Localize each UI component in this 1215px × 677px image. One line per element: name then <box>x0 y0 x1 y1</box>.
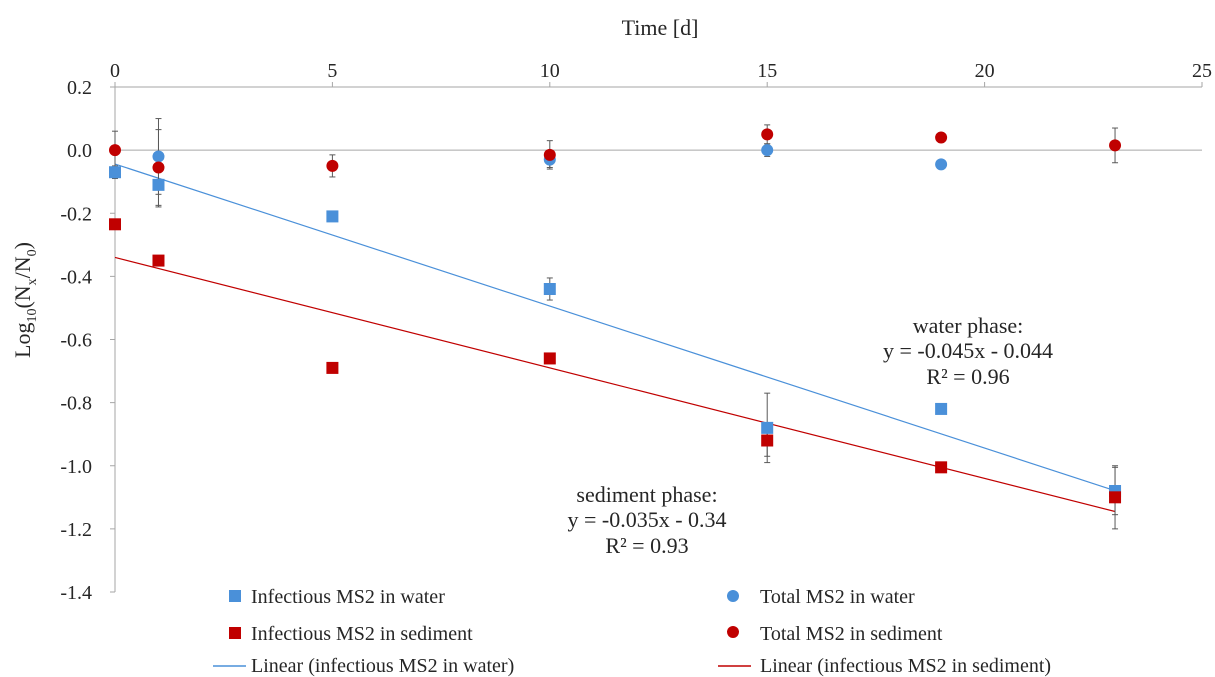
data-point-square-2 <box>935 461 948 474</box>
y-title-part: ) <box>10 242 35 249</box>
data-points <box>109 128 1122 504</box>
data-point-circle-3 <box>326 159 339 172</box>
y-tick-label: 0.0 <box>67 140 92 162</box>
data-point-square-0 <box>761 421 774 434</box>
y-tick-label: -1.2 <box>60 519 92 541</box>
data-point-circle-3 <box>1109 139 1122 152</box>
y-tick-label: 0.2 <box>67 77 92 99</box>
trendline-sediment <box>114 256 1116 513</box>
x-tick-label: 5 <box>327 60 337 82</box>
data-point-square-2 <box>152 254 165 267</box>
y-tick-label: -0.8 <box>60 393 92 415</box>
y-title-subscript: x <box>25 278 40 285</box>
data-point-square-2 <box>1109 491 1122 504</box>
data-point-square-2 <box>543 352 556 365</box>
sediment-annotation-line: sediment phase: <box>576 482 717 507</box>
data-point-square-2 <box>761 434 774 447</box>
x-tick-labels: 0 5 10 15 20 25 <box>110 60 1212 82</box>
x-tick-label: 10 <box>540 60 560 82</box>
legend-marker-total-sediment <box>727 626 739 638</box>
data-point-square-0 <box>935 402 948 415</box>
data-point-circle-3 <box>109 144 121 157</box>
data-point-circle-1 <box>935 158 948 171</box>
legend-label: Infectious MS2 in sediment <box>251 623 473 645</box>
data-point-square-0 <box>152 178 165 191</box>
legend-label: Linear (infectious MS2 in sediment) <box>760 655 1051 677</box>
y-title-part: (N <box>10 285 35 308</box>
data-point-circle-1 <box>152 150 165 163</box>
x-tick-label: 0 <box>110 60 120 82</box>
y-axis-title: Log10(Nx/N0) <box>10 242 40 358</box>
sediment-annotation: sediment phase: y = -0.035x - 0.34 R² = … <box>567 482 726 558</box>
water-annotation-line: R² = 0.96 <box>926 364 1009 389</box>
water-annotation-line: water phase: <box>913 313 1024 338</box>
data-point-circle-3 <box>152 161 165 174</box>
y-tick-label: -0.2 <box>60 203 92 225</box>
x-tick-label: 25 <box>1192 60 1212 82</box>
data-point-square-2 <box>109 218 121 231</box>
sediment-annotation-line: R² = 0.93 <box>605 533 688 558</box>
data-point-square-0 <box>543 283 556 295</box>
x-tick-label: 20 <box>975 60 995 82</box>
y-tick-label: -1.4 <box>60 582 92 604</box>
legend: Infectious MS2 in water Total MS2 in wat… <box>213 586 1051 677</box>
legend-marker-infectious-water <box>229 590 241 602</box>
x-tick-label: 15 <box>757 60 777 82</box>
data-point-circle-3 <box>761 128 774 141</box>
data-point-square-0 <box>109 166 121 179</box>
data-point-circle-3 <box>935 131 948 144</box>
legend-label: Linear (infectious MS2 in water) <box>251 655 514 677</box>
y-title-part: Log <box>10 323 35 358</box>
legend-marker-infectious-sediment <box>229 627 241 639</box>
y-tick-label: -1.0 <box>60 456 92 478</box>
sediment-annotation-line: y = -0.035x - 0.34 <box>567 507 726 532</box>
y-title-part: /N <box>10 256 35 278</box>
y-title-subscript: 0 <box>25 249 40 256</box>
data-point-square-2 <box>326 361 339 374</box>
y-tick-label: -0.4 <box>60 266 92 288</box>
data-point-circle-1 <box>761 144 774 157</box>
data-point-circle-3 <box>543 148 556 161</box>
x-axis-title: Time [d] <box>622 15 699 40</box>
trendlines <box>114 163 1116 513</box>
legend-label: Infectious MS2 in water <box>251 586 445 608</box>
legend-label: Total MS2 in water <box>760 586 915 608</box>
legend-label: Total MS2 in sediment <box>760 623 943 645</box>
y-tick-labels: 0.2 0.0 -0.2 -0.4 -0.6 -0.8 -1.0 -1.2 -1.4 <box>60 77 92 604</box>
legend-marker-total-water <box>727 590 739 602</box>
data-point-square-0 <box>326 210 339 223</box>
trendline-water <box>114 163 1116 492</box>
water-annotation-line: y = -0.045x - 0.044 <box>883 338 1053 363</box>
y-title-subscript: 10 <box>25 309 40 323</box>
water-annotation: water phase: y = -0.045x - 0.044 R² = 0.… <box>883 313 1053 389</box>
y-tick-label: -0.6 <box>60 330 92 352</box>
